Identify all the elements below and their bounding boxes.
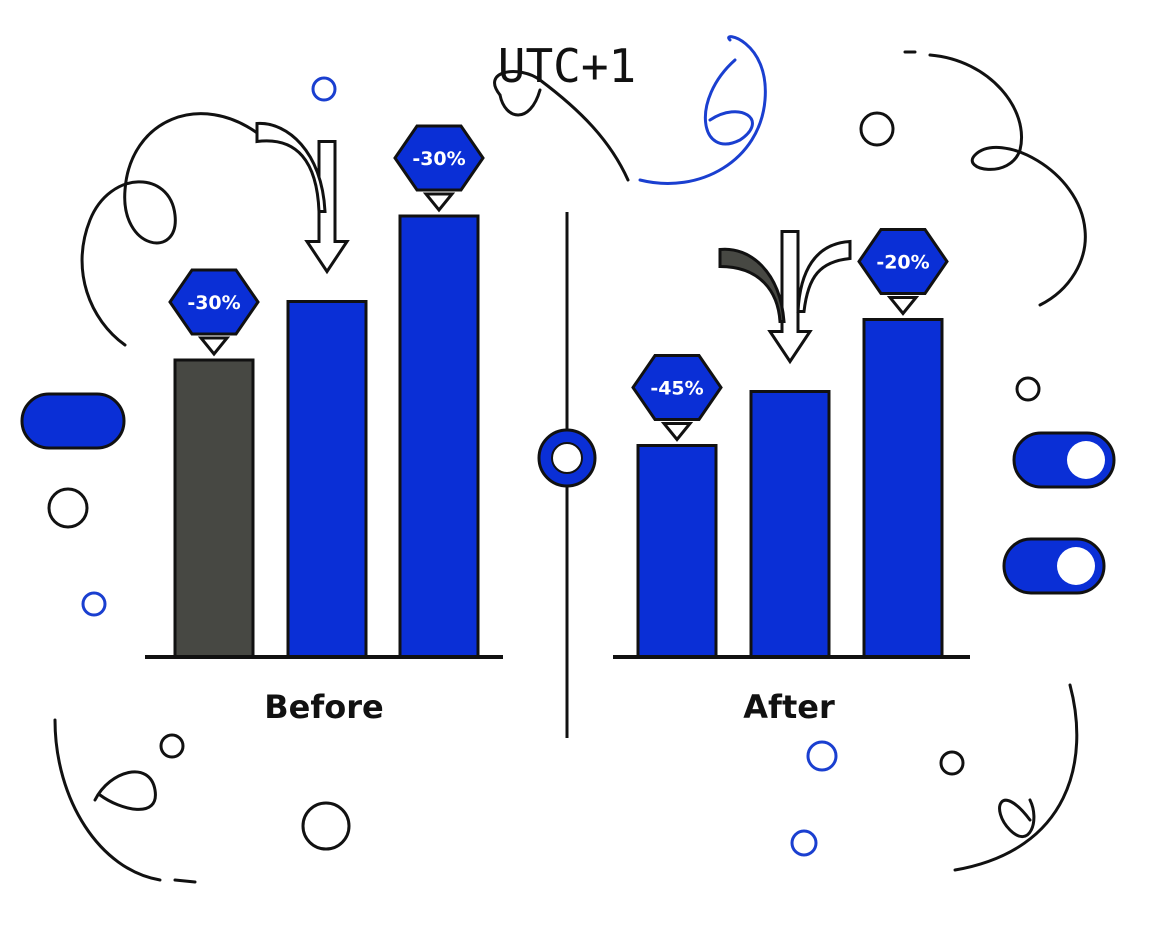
- group-label: Before: [264, 688, 383, 726]
- bar: [173, 358, 255, 659]
- circle-icon: [1015, 376, 1041, 402]
- pointer-triangle-icon: [197, 336, 231, 357]
- toggle-on[interactable]: [1002, 537, 1106, 595]
- circle-icon: [939, 750, 965, 776]
- slider-handle[interactable]: [537, 428, 597, 488]
- hexagon-badge: [631, 354, 723, 421]
- down-arrow-icon: [304, 140, 350, 275]
- circle-icon: [301, 801, 351, 851]
- circle-icon: [790, 829, 818, 857]
- curved-arrow-icon: [796, 239, 852, 313]
- toggle-off[interactable]: [20, 392, 126, 450]
- bar: [286, 300, 368, 659]
- pointer-triangle-icon: [886, 296, 920, 316]
- circle-icon: [47, 487, 89, 529]
- bar: [398, 214, 480, 659]
- curved-arrow-icon: [255, 121, 327, 213]
- curved-arrow-icon: [718, 247, 786, 323]
- chart-after: -45% -20% After: [613, 228, 970, 726]
- data-label: -30%: [412, 148, 465, 170]
- group-label: After: [743, 688, 835, 726]
- bar: [636, 444, 718, 659]
- chart-title: UTC+1: [498, 39, 636, 93]
- bar: [862, 318, 944, 659]
- down-arrow-icon: [767, 230, 813, 365]
- data-label: -45%: [650, 378, 703, 400]
- toggle-on[interactable]: [1012, 431, 1116, 489]
- bar: [749, 390, 831, 659]
- chart-before: -30% -30% Before: [145, 121, 503, 726]
- hexagon-badge: [393, 124, 485, 192]
- circle-icon: [806, 740, 838, 772]
- decorations: [20, 35, 1116, 884]
- pointer-triangle-icon: [422, 192, 456, 213]
- data-label: -20%: [876, 252, 929, 274]
- circle-icon: [311, 76, 337, 102]
- hexagon-badge: [168, 268, 260, 336]
- hexagon-badge: [857, 228, 949, 295]
- charts: -30% -30% Before -45% -20% After: [145, 121, 970, 726]
- circle-icon: [159, 733, 185, 759]
- circle-icon: [859, 111, 895, 147]
- data-label: -30%: [187, 292, 240, 314]
- circle-icon: [81, 591, 107, 617]
- pointer-triangle-icon: [660, 422, 694, 442]
